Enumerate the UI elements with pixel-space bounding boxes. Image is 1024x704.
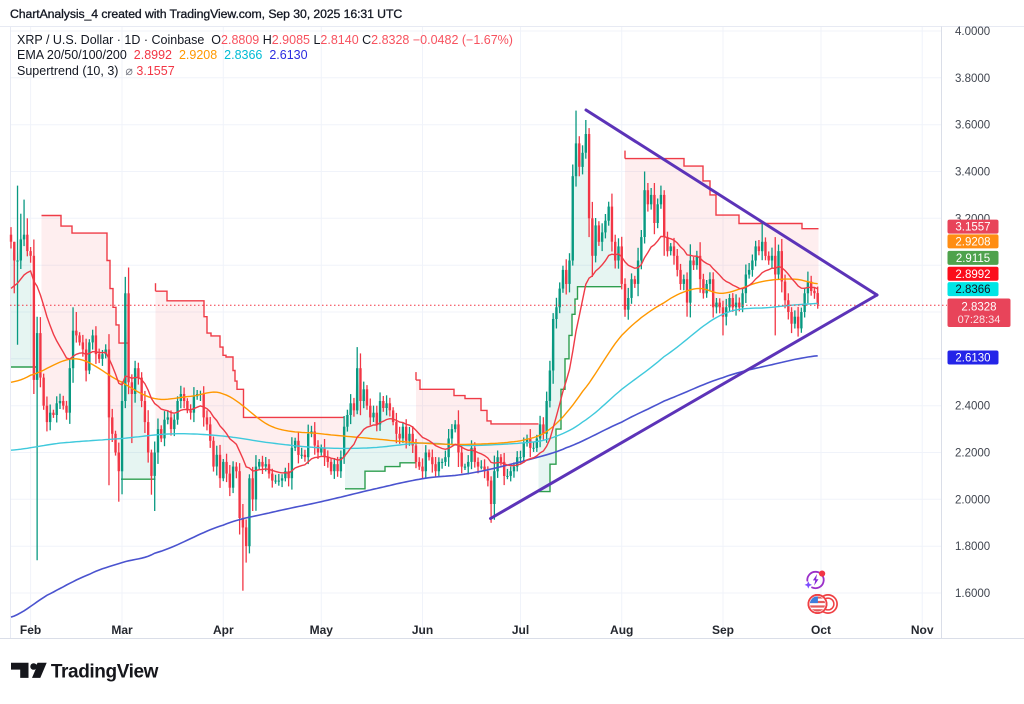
svg-text:Feb: Feb [20, 623, 41, 637]
svg-text:Apr: Apr [213, 623, 234, 637]
svg-text:Nov: Nov [911, 623, 934, 637]
svg-text:2.0000: 2.0000 [955, 494, 990, 506]
svg-text:1.6000: 1.6000 [955, 588, 990, 600]
svg-text:3.4000: 3.4000 [955, 167, 990, 179]
svg-text:May: May [310, 623, 334, 637]
svg-text:3.1557: 3.1557 [955, 222, 990, 234]
svg-text:3.6000: 3.6000 [955, 120, 990, 132]
svg-text:Mar: Mar [111, 623, 133, 637]
svg-text:1.8000: 1.8000 [955, 541, 990, 553]
svg-text:2.9115: 2.9115 [956, 253, 990, 265]
svg-text:2.8328: 2.8328 [961, 302, 996, 314]
svg-text:Oct: Oct [811, 623, 831, 637]
svg-text:Sep: Sep [712, 623, 734, 637]
svg-text:2.4000: 2.4000 [955, 401, 990, 413]
svg-text:4.0000: 4.0000 [955, 26, 990, 38]
svg-text:TradingView: TradingView [51, 661, 159, 682]
svg-text:Aug: Aug [610, 623, 633, 637]
svg-text:2.8992: 2.8992 [955, 269, 990, 281]
svg-text:Jun: Jun [412, 623, 433, 637]
svg-text:Jul: Jul [512, 623, 529, 637]
svg-text:07:28:34: 07:28:34 [958, 314, 1001, 326]
svg-text:2.2000: 2.2000 [955, 448, 990, 460]
svg-text:2.6130: 2.6130 [955, 353, 990, 365]
svg-text:2.8366: 2.8366 [955, 284, 990, 296]
svg-text:2.9208: 2.9208 [955, 236, 990, 248]
svg-text:3.8000: 3.8000 [955, 73, 990, 85]
